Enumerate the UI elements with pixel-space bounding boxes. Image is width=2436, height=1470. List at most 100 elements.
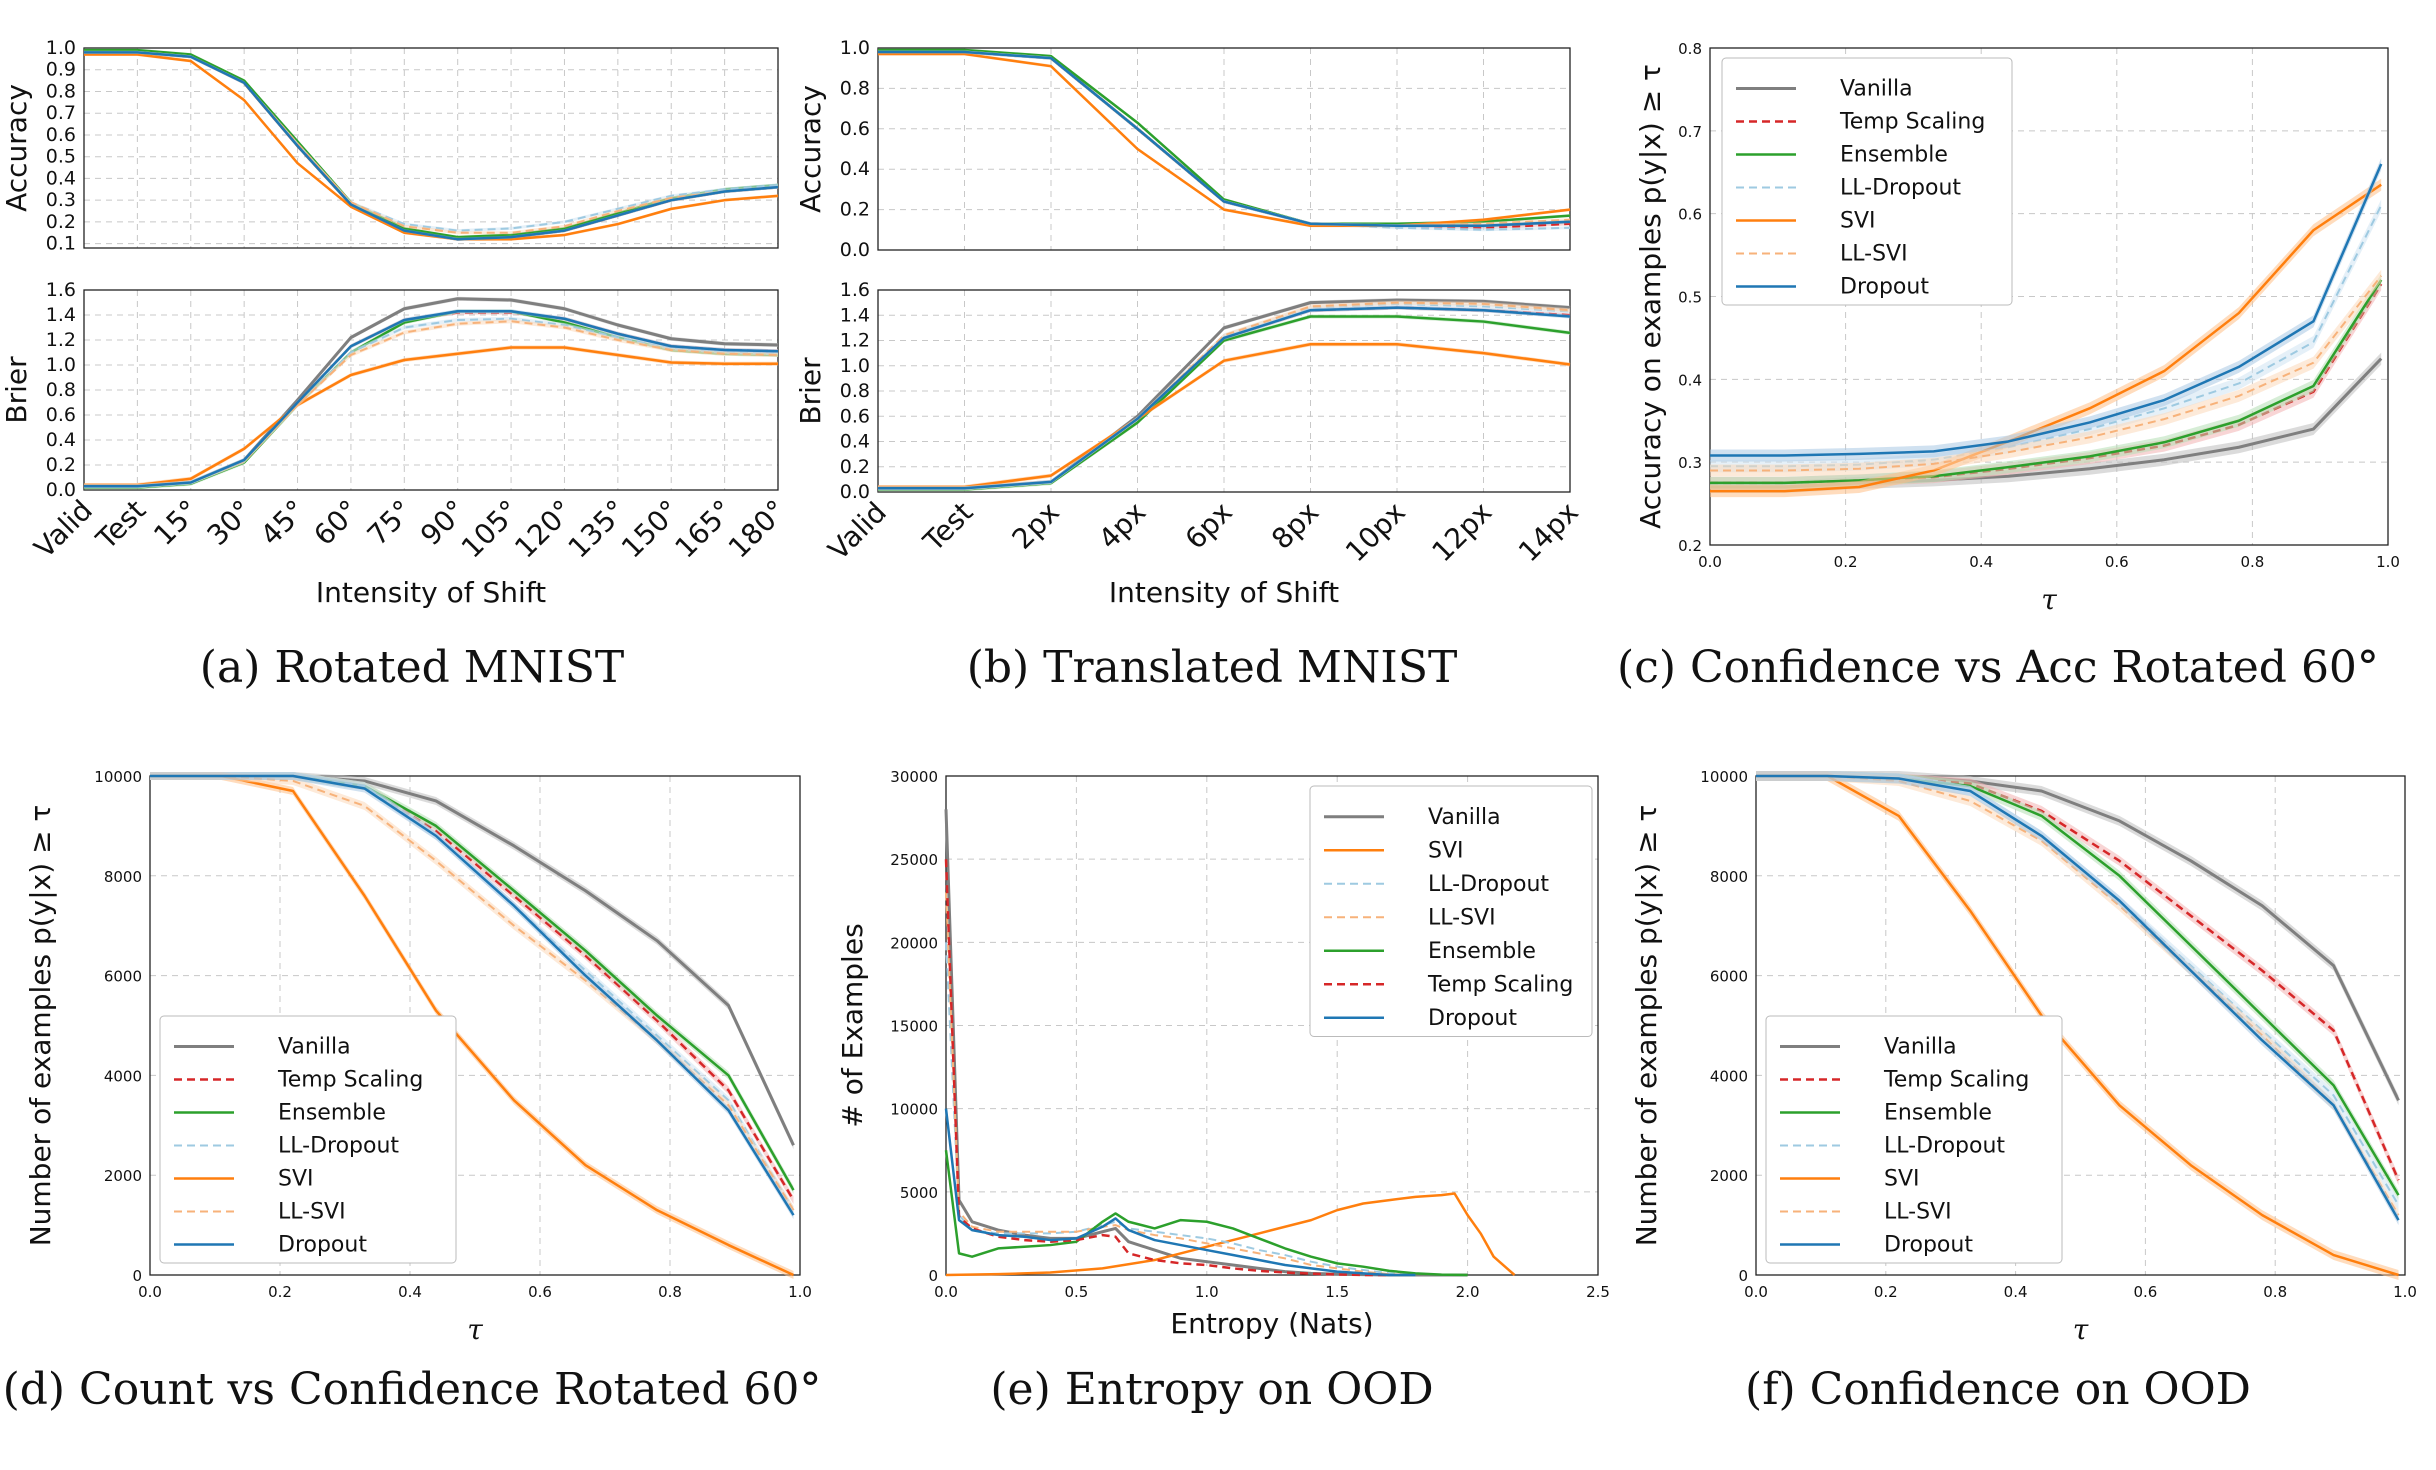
y-tick-a0-0: 0.1 — [46, 233, 76, 255]
series-line-a0-ll-svi — [84, 51, 779, 234]
y-tick-b1-7: 1.4 — [840, 304, 870, 326]
y-tick-b0-1: 0.2 — [840, 199, 870, 221]
series-line-a0-dropout — [84, 51, 779, 241]
y-tick-a1-0: 0.0 — [46, 479, 76, 501]
caption-d: (d) Count vs Confidence Rotated 60° — [3, 1364, 822, 1415]
x-tick-b-2: 2px — [1006, 496, 1066, 556]
series-line-c-ensemble — [1710, 279, 2383, 485]
axes-frame-a1 — [83, 289, 779, 491]
y-tick-d-3: 6000 — [104, 968, 142, 986]
x-tick-c-0: 0.0 — [1698, 553, 1722, 571]
x-tick-a-9: 120° — [508, 494, 579, 565]
legend-label-c-2: Ensemble — [1840, 143, 1948, 168]
caption-a: (a) Rotated MNIST — [200, 642, 624, 693]
x-tick-b-0: Valid — [822, 496, 893, 567]
legend-label-c-0: Vanilla — [1840, 77, 1913, 102]
x-tick-a-3: 30° — [201, 494, 259, 552]
legend-box-c — [1721, 57, 2013, 306]
y-tick-a0-2: 0.3 — [46, 189, 76, 211]
series-line-c-svi — [1710, 183, 2382, 493]
y-tick-b1-3: 0.6 — [840, 405, 870, 427]
y-tick-d-5: 10000 — [94, 768, 142, 786]
y-tick-b1-5: 1.0 — [840, 355, 870, 377]
legend-label-d-2: Ensemble — [278, 1101, 386, 1126]
x-tick-b-5: 8px — [1265, 496, 1325, 556]
legend-label-c-3: LL-Dropout — [1840, 176, 1961, 201]
series-line-a0-ll-dropout — [84, 51, 779, 232]
x-tick-a-2: 15° — [147, 494, 205, 552]
y-tick-d-2: 4000 — [104, 1067, 142, 1085]
series-line-d-dropout — [150, 774, 795, 1216]
legend-box-f — [1765, 1015, 2063, 1264]
band-a1-ensemble — [84, 309, 778, 490]
band-a1-svi — [84, 345, 778, 487]
x-tick-e-1: 0.5 — [1064, 1283, 1088, 1301]
series-line-e-temp-scaling — [944, 859, 1390, 1277]
legend-label-f-1: Temp Scaling — [1883, 1068, 2029, 1093]
axes-frame-c — [1709, 47, 2389, 546]
axes-frame-f — [1755, 775, 2406, 1276]
series-line-c-dropout — [1710, 163, 2383, 457]
legend-label-f-5: LL-SVI — [1884, 1200, 1952, 1225]
y-tick-c-2: 0.4 — [1678, 371, 1702, 389]
axes-frame-b1 — [877, 289, 1571, 493]
x-tick-d-1: 0.2 — [268, 1283, 292, 1301]
x-tick-d-3: 0.6 — [528, 1283, 552, 1301]
y-tick-a1-5: 1.0 — [46, 354, 76, 376]
y-tick-e-0: 0 — [928, 1267, 938, 1285]
x-tick-f-5: 1.0 — [2393, 1283, 2417, 1301]
legend-label-e-2: LL-Dropout — [1428, 872, 1549, 897]
legend-label-f-0: Vanilla — [1884, 1035, 1957, 1060]
legend-label-e-4: Ensemble — [1428, 939, 1536, 964]
legend-label-e-0: Vanilla — [1428, 805, 1501, 830]
y-tick-a0-6: 0.7 — [46, 102, 76, 124]
y-axis-label-c: Accuracy on examples p(y|x) ≥ τ — [1634, 64, 1667, 529]
legend-label-f-6: Dropout — [1884, 1233, 1973, 1258]
band-c-temp-scaling — [1710, 278, 2382, 489]
y-axis-label-d: Number of examples p(y|x) ≥ τ — [24, 805, 57, 1247]
x-tick-a-12: 165° — [668, 494, 739, 565]
y-tick-a0-4: 0.5 — [46, 146, 76, 168]
legend-label-f-2: Ensemble — [1884, 1101, 1992, 1126]
y-axis-label-a1: Brier — [0, 356, 33, 424]
y-tick-c-4: 0.6 — [1678, 206, 1702, 224]
y-tick-d-1: 2000 — [104, 1167, 142, 1185]
y-tick-e-4: 20000 — [890, 934, 938, 952]
y-tick-b1-6: 1.2 — [840, 330, 870, 352]
x-tick-b-3: 4px — [1092, 496, 1152, 556]
legend-label-e-3: LL-SVI — [1428, 905, 1496, 930]
y-tick-d-4: 8000 — [104, 868, 142, 886]
band-a0-svi — [84, 53, 778, 241]
y-tick-f-3: 6000 — [1710, 968, 1748, 986]
y-tick-a1-8: 1.6 — [46, 279, 76, 301]
band-a0-ll-dropout — [84, 50, 778, 233]
legend-label-d-4: SVI — [278, 1167, 314, 1192]
band-b1-ll-dropout — [878, 301, 1570, 491]
y-tick-b1-1: 0.2 — [840, 456, 870, 478]
band-a0-vanilla — [84, 50, 778, 241]
series-line-a0-vanilla — [84, 50, 779, 241]
x-axis-label-c: τ — [2041, 583, 2057, 616]
caption-b: (b) Translated MNIST — [967, 642, 1458, 693]
caption-e: (e) Entropy on OOD — [990, 1364, 1433, 1415]
x-axis-label-a: Intensity of Shift — [316, 576, 546, 609]
y-tick-b1-0: 0.0 — [840, 481, 870, 503]
y-tick-b1-2: 0.4 — [840, 431, 870, 453]
legend-label-f-4: SVI — [1884, 1167, 1920, 1192]
y-tick-a1-4: 0.8 — [46, 379, 76, 401]
legend-label-f-3: LL-Dropout — [1884, 1134, 2005, 1159]
y-tick-f-0: 0 — [1738, 1267, 1748, 1285]
x-tick-f-0: 0.0 — [1744, 1283, 1768, 1301]
axes-frame-b0 — [877, 47, 1571, 251]
y-tick-b0-5: 1.0 — [840, 37, 870, 59]
series-line-b1-dropout — [878, 306, 1571, 490]
series-line-f-svi — [1756, 774, 2399, 1277]
series-line-d-svi — [150, 774, 795, 1277]
y-tick-f-1: 2000 — [1710, 1167, 1748, 1185]
series-line-e-svi — [945, 1192, 1516, 1277]
x-tick-c-4: 0.8 — [2240, 553, 2264, 571]
legend-label-e-6: Dropout — [1428, 1006, 1517, 1031]
y-tick-b0-0: 0.0 — [840, 239, 870, 261]
y-tick-a1-3: 0.6 — [46, 404, 76, 426]
y-tick-b1-4: 0.8 — [840, 380, 870, 402]
